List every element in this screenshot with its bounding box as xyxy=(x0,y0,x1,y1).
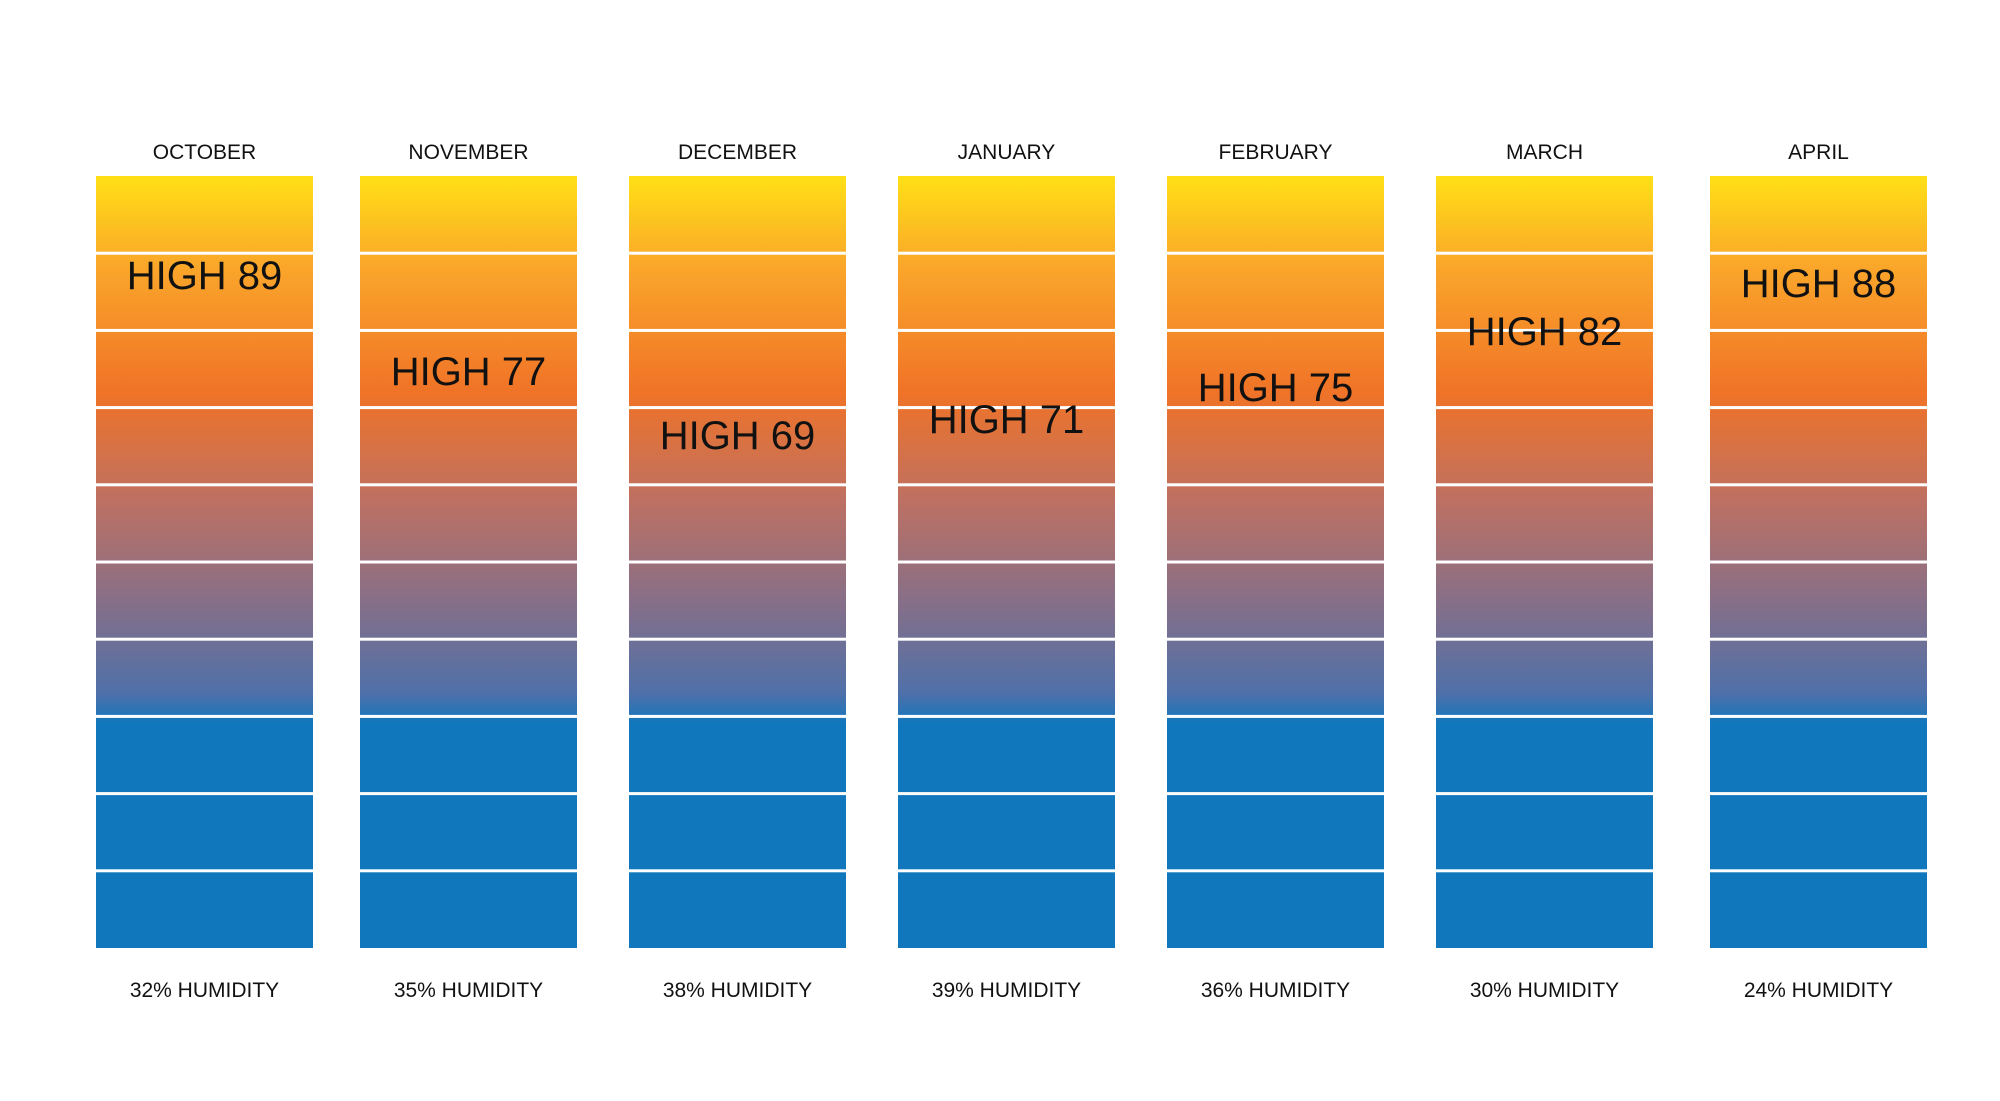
segment-separator xyxy=(898,328,1115,332)
segment-separator xyxy=(1710,637,1927,641)
high-temperature-label: HIGH 82 xyxy=(1467,310,1623,354)
segment-separator xyxy=(1436,328,1653,332)
month-label: MARCH xyxy=(1506,141,1583,164)
segment-separator xyxy=(360,714,577,718)
segment-separator xyxy=(1167,869,1384,873)
humidity-label: 39% HUMIDITY xyxy=(932,979,1081,1002)
segment-separator xyxy=(629,637,846,641)
humidity-label: 38% HUMIDITY xyxy=(663,979,812,1002)
segment-separator xyxy=(1167,560,1384,564)
segment-separator xyxy=(1436,483,1653,487)
segment-separator xyxy=(1167,406,1384,410)
segment-separator xyxy=(96,714,313,718)
high-temperature-label: HIGH 88 xyxy=(1741,262,1897,306)
segment-separator xyxy=(1710,792,1927,796)
segment-separator xyxy=(1167,328,1384,332)
segment-separator xyxy=(629,792,846,796)
humidity-label: 36% HUMIDITY xyxy=(1201,979,1350,1002)
segment-separator xyxy=(1710,869,1927,873)
segment-separator xyxy=(898,792,1115,796)
segment-separator xyxy=(629,714,846,718)
segment-separator xyxy=(360,560,577,564)
month-column-march: MARCH HIGH 82 30% HUMIDITY xyxy=(1436,141,1653,1002)
segment-separator xyxy=(360,251,577,255)
segment-separator xyxy=(1710,328,1927,332)
month-column-january: JANUARY HIGH 71 39% HUMIDITY xyxy=(898,141,1115,1002)
segment-separator xyxy=(629,560,846,564)
segment-separator xyxy=(96,406,313,410)
segment-separator xyxy=(360,328,577,332)
high-temperature-label: HIGH 89 xyxy=(127,254,283,298)
month-column-october: OCTOBER HIGH 89 32% HUMIDITY xyxy=(96,141,313,1002)
segment-separator xyxy=(1436,792,1653,796)
month-column-december: DECEMBER HIGH 69 38% HUMIDITY xyxy=(629,141,846,1002)
segment-separator xyxy=(629,869,846,873)
humidity-label: 32% HUMIDITY xyxy=(130,979,279,1002)
month-label: DECEMBER xyxy=(678,141,797,164)
month-label: FEBRUARY xyxy=(1219,141,1333,164)
month-column-february: FEBRUARY HIGH 75 36% HUMIDITY xyxy=(1167,141,1384,1002)
segment-separator xyxy=(96,792,313,796)
month-label: OCTOBER xyxy=(153,141,256,164)
segment-separator xyxy=(1710,714,1927,718)
segment-separator xyxy=(629,251,846,255)
segment-separator xyxy=(1436,637,1653,641)
high-temperature-label: HIGH 75 xyxy=(1198,366,1354,410)
segment-separator xyxy=(1436,406,1653,410)
high-temperature-label: HIGH 77 xyxy=(391,350,547,394)
segment-separator xyxy=(1167,714,1384,718)
segment-separator xyxy=(360,792,577,796)
segment-separator xyxy=(96,483,313,487)
segment-separator xyxy=(1710,406,1927,410)
segment-separator xyxy=(1710,560,1927,564)
segment-separator xyxy=(96,328,313,332)
segment-separator xyxy=(1436,560,1653,564)
segment-separator xyxy=(898,406,1115,410)
month-label: JANUARY xyxy=(958,141,1056,164)
humidity-label: 24% HUMIDITY xyxy=(1744,979,1893,1002)
segment-separator xyxy=(360,869,577,873)
segment-separator xyxy=(96,637,313,641)
segment-separator xyxy=(629,483,846,487)
segment-separator xyxy=(1167,483,1384,487)
month-column-november: NOVEMBER HIGH 77 35% HUMIDITY xyxy=(360,141,577,1002)
segment-separator xyxy=(629,328,846,332)
segment-separator xyxy=(898,714,1115,718)
segment-separator xyxy=(360,483,577,487)
segment-separator xyxy=(360,637,577,641)
segment-separator xyxy=(898,483,1115,487)
humidity-label: 35% HUMIDITY xyxy=(394,979,543,1002)
segment-separator xyxy=(96,251,313,255)
segment-separator xyxy=(898,869,1115,873)
segment-separator xyxy=(898,637,1115,641)
segment-separator xyxy=(1436,714,1653,718)
month-column-april: APRIL HIGH 88 24% HUMIDITY xyxy=(1710,141,1927,1002)
month-label: NOVEMBER xyxy=(408,141,528,164)
segment-separator xyxy=(1710,483,1927,487)
segment-separator xyxy=(1436,869,1653,873)
month-columns: OCTOBER HIGH 89 32% HUMIDITY NOVEMBER HIGH 7… xyxy=(96,141,1927,1002)
segment-separator xyxy=(360,406,577,410)
segment-separator xyxy=(1167,792,1384,796)
segment-separator xyxy=(96,560,313,564)
segment-separator xyxy=(1167,637,1384,641)
segment-separator xyxy=(898,251,1115,255)
segment-separator xyxy=(96,869,313,873)
high-temperature-label: HIGH 71 xyxy=(929,398,1085,442)
segment-separator xyxy=(629,406,846,410)
high-temperature-label: HIGH 69 xyxy=(660,414,816,458)
segment-separator xyxy=(1710,251,1927,255)
segment-separator xyxy=(898,560,1115,564)
segment-separator xyxy=(1167,251,1384,255)
humidity-label: 30% HUMIDITY xyxy=(1470,979,1619,1002)
month-label: APRIL xyxy=(1788,141,1849,164)
segment-separator xyxy=(1436,251,1653,255)
